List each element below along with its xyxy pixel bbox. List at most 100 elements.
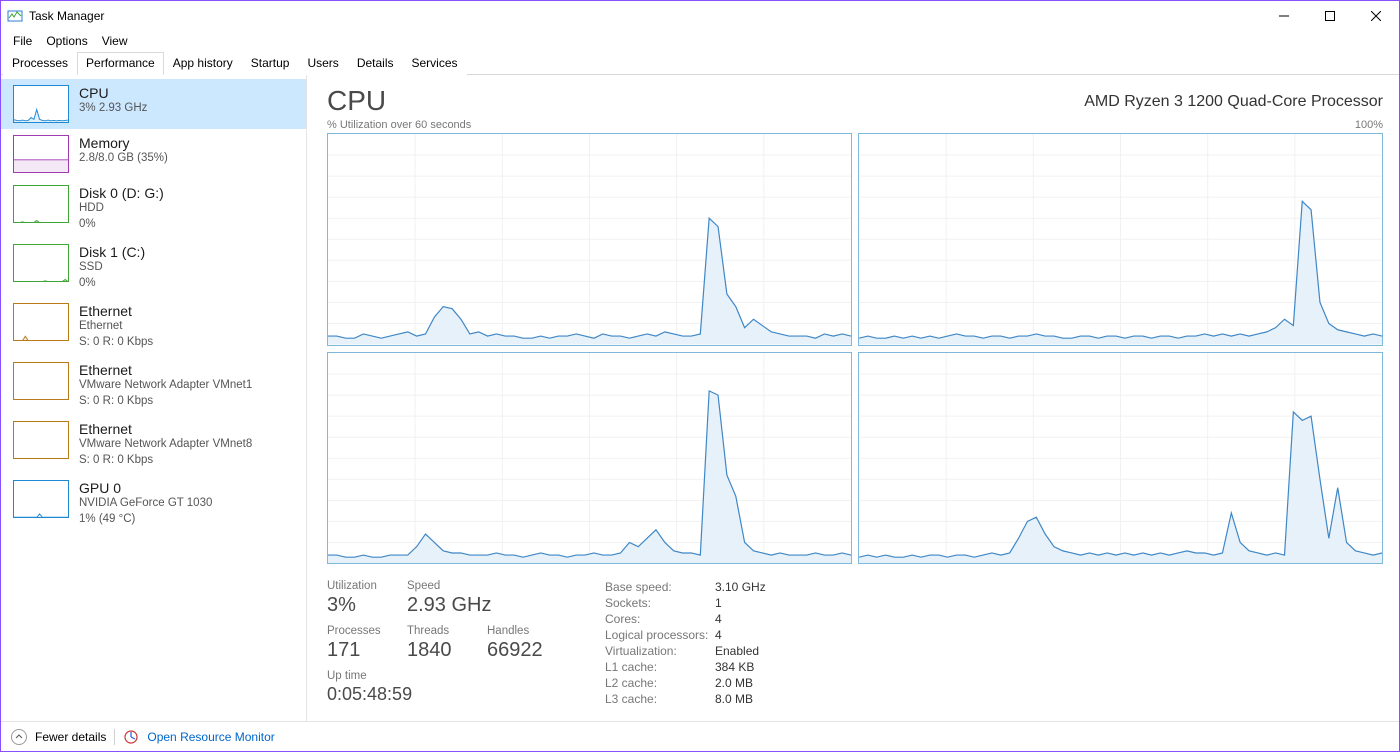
speed-label: Speed bbox=[407, 580, 491, 592]
statusbar: Fewer details Open Resource Monitor bbox=[1, 721, 1399, 751]
chart-caption-left: % Utilization over 60 seconds bbox=[327, 119, 471, 131]
tabs: ProcessesPerformanceApp historyStartupUs… bbox=[1, 51, 1399, 75]
utilization-label: Utilization bbox=[327, 580, 385, 592]
stat-key-3: Logical processors: bbox=[605, 628, 715, 642]
tab-performance[interactable]: Performance bbox=[77, 52, 164, 75]
stat-value-2: 4 bbox=[715, 612, 835, 626]
sidebar-item-5[interactable]: EthernetVMware Network Adapter VMnet1S: … bbox=[1, 356, 306, 415]
sidebar-item-0[interactable]: CPU3% 2.93 GHz bbox=[1, 79, 306, 129]
tab-users[interactable]: Users bbox=[298, 52, 347, 75]
sidebar-sparkline bbox=[13, 303, 69, 341]
window-title: Task Manager bbox=[29, 9, 104, 23]
stat-value-4: Enabled bbox=[715, 644, 835, 658]
stat-value-0: 3.10 GHz bbox=[715, 580, 835, 594]
sidebar-item-sub1: 2.8/8.0 GB (35%) bbox=[79, 151, 168, 167]
sidebar-item-sub1: HDD bbox=[79, 201, 164, 217]
sidebar-item-4[interactable]: EthernetEthernetS: 0 R: 0 Kbps bbox=[1, 297, 306, 356]
close-button[interactable] bbox=[1353, 1, 1399, 31]
stat-value-5: 384 KB bbox=[715, 660, 835, 674]
tab-processes[interactable]: Processes bbox=[3, 52, 77, 75]
stat-key-2: Cores: bbox=[605, 612, 715, 626]
open-resource-monitor-link[interactable]: Open Resource Monitor bbox=[147, 730, 274, 744]
stat-key-5: L1 cache: bbox=[605, 660, 715, 674]
sidebar-item-6[interactable]: EthernetVMware Network Adapter VMnet8S: … bbox=[1, 415, 306, 474]
stat-key-0: Base speed: bbox=[605, 580, 715, 594]
sidebar-item-sub2: 0% bbox=[79, 217, 164, 233]
sidebar-item-sub1: 3% 2.93 GHz bbox=[79, 101, 147, 117]
cpu-model-name: AMD Ryzen 3 1200 Quad-Core Processor bbox=[1084, 85, 1383, 111]
threads-label: Threads bbox=[407, 625, 465, 637]
cpu-core-chart-2 bbox=[327, 352, 852, 565]
stat-key-7: L3 cache: bbox=[605, 692, 715, 706]
sidebar-item-title: Disk 0 (D: G:) bbox=[79, 185, 164, 201]
sidebar-item-7[interactable]: GPU 0NVIDIA GeForce GT 10301% (49 °C) bbox=[1, 474, 306, 533]
tab-details[interactable]: Details bbox=[348, 52, 403, 75]
sidebar-item-title: Disk 1 (C:) bbox=[79, 244, 145, 260]
sidebar-item-sub1: VMware Network Adapter VMnet8 bbox=[79, 437, 252, 453]
cpu-detail-pane: CPU AMD Ryzen 3 1200 Quad-Core Processor… bbox=[307, 75, 1399, 721]
sidebar-item-title: Ethernet bbox=[79, 362, 252, 378]
stat-key-6: L2 cache: bbox=[605, 676, 715, 690]
minimize-button[interactable] bbox=[1261, 1, 1307, 31]
sidebar-item-sub2: 1% (49 °C) bbox=[79, 512, 212, 528]
sidebar-item-title: Ethernet bbox=[79, 421, 252, 437]
uptime-label: Up time bbox=[327, 670, 545, 682]
sidebar-item-sub2: S: 0 R: 0 Kbps bbox=[79, 335, 153, 351]
menu-view[interactable]: View bbox=[96, 32, 134, 50]
sidebar-item-sub2: S: 0 R: 0 Kbps bbox=[79, 453, 252, 469]
sidebar-item-sub1: Ethernet bbox=[79, 319, 153, 335]
maximize-button[interactable] bbox=[1307, 1, 1353, 31]
handles-label: Handles bbox=[487, 625, 545, 637]
chart-caption-right: 100% bbox=[1355, 119, 1383, 131]
performance-sidebar: CPU3% 2.93 GHzMemory2.8/8.0 GB (35%)Disk… bbox=[1, 75, 307, 721]
stat-value-3: 4 bbox=[715, 628, 835, 642]
handles-value: 66922 bbox=[487, 639, 545, 662]
sidebar-sparkline bbox=[13, 362, 69, 400]
sidebar-item-title: CPU bbox=[79, 85, 147, 101]
resource-monitor-icon bbox=[123, 729, 139, 745]
sidebar-item-sub1: SSD bbox=[79, 260, 145, 276]
sidebar-sparkline bbox=[13, 421, 69, 459]
detail-heading: CPU bbox=[327, 85, 386, 117]
stat-key-4: Virtualization: bbox=[605, 644, 715, 658]
sidebar-item-sub1: NVIDIA GeForce GT 1030 bbox=[79, 496, 212, 512]
sidebar-item-title: GPU 0 bbox=[79, 480, 212, 496]
speed-value: 2.93 GHz bbox=[407, 594, 491, 617]
tab-services[interactable]: Services bbox=[403, 52, 467, 75]
stat-key-1: Sockets: bbox=[605, 596, 715, 610]
titlebar: Task Manager bbox=[1, 1, 1399, 31]
sidebar-item-sub2: S: 0 R: 0 Kbps bbox=[79, 394, 252, 410]
tab-startup[interactable]: Startup bbox=[242, 52, 299, 75]
sidebar-item-title: Memory bbox=[79, 135, 168, 151]
processes-value: 171 bbox=[327, 639, 385, 662]
menubar: File Options View bbox=[1, 31, 1399, 51]
app-icon bbox=[7, 8, 23, 24]
statusbar-divider bbox=[114, 729, 115, 745]
sidebar-item-sub1: VMware Network Adapter VMnet1 bbox=[79, 378, 252, 394]
sidebar-sparkline bbox=[13, 480, 69, 518]
fewer-details-button[interactable]: Fewer details bbox=[35, 730, 106, 744]
sidebar-sparkline bbox=[13, 185, 69, 223]
cpu-core-chart-0 bbox=[327, 133, 852, 346]
sidebar-item-2[interactable]: Disk 0 (D: G:)HDD0% bbox=[1, 179, 306, 238]
sidebar-sparkline bbox=[13, 85, 69, 123]
menu-options[interactable]: Options bbox=[40, 32, 93, 50]
tab-app-history[interactable]: App history bbox=[164, 52, 242, 75]
sidebar-item-sub2: 0% bbox=[79, 276, 145, 292]
processes-label: Processes bbox=[327, 625, 385, 637]
stat-value-1: 1 bbox=[715, 596, 835, 610]
threads-value: 1840 bbox=[407, 639, 465, 662]
stat-value-7: 8.0 MB bbox=[715, 692, 835, 706]
sidebar-item-title: Ethernet bbox=[79, 303, 153, 319]
cpu-stats: Utilization 3% Speed 2.93 GHz Processes … bbox=[327, 564, 1383, 713]
utilization-value: 3% bbox=[327, 594, 385, 617]
menu-file[interactable]: File bbox=[7, 32, 38, 50]
sidebar-sparkline bbox=[13, 135, 69, 173]
sidebar-item-3[interactable]: Disk 1 (C:)SSD0% bbox=[1, 238, 306, 297]
cpu-core-chart-3 bbox=[858, 352, 1383, 565]
chevron-up-icon[interactable] bbox=[11, 729, 27, 745]
sidebar-sparkline bbox=[13, 244, 69, 282]
sidebar-item-1[interactable]: Memory2.8/8.0 GB (35%) bbox=[1, 129, 306, 179]
uptime-value: 0:05:48:59 bbox=[327, 684, 545, 705]
cpu-core-chart-1 bbox=[858, 133, 1383, 346]
